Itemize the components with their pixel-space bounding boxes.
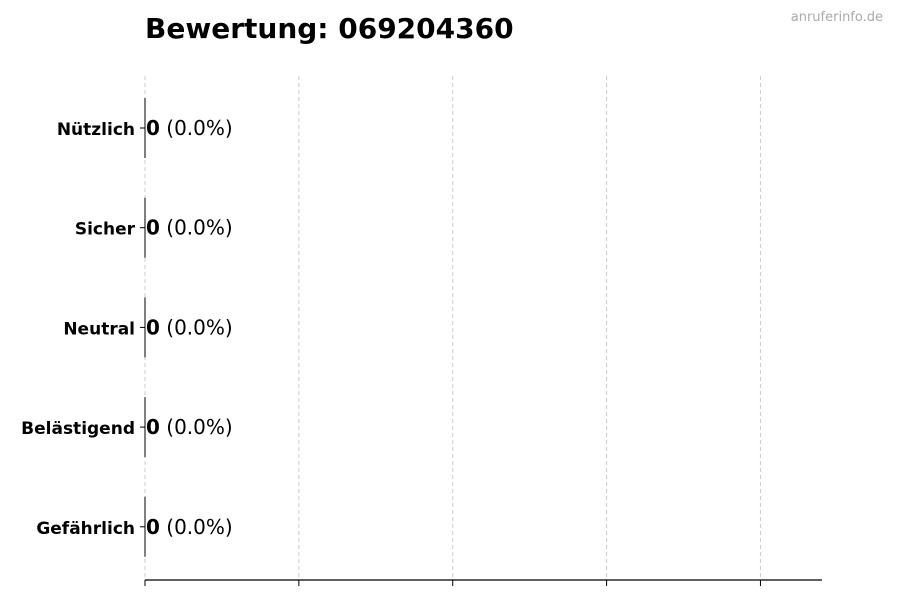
- y-tick-label: Sicher: [75, 220, 136, 240]
- data-label: 0 (0.0%): [146, 315, 233, 339]
- data-label-percent: (0.0%): [160, 415, 233, 439]
- watermark: anruferinfo.de: [790, 10, 883, 25]
- data-label: 0 (0.0%): [146, 515, 233, 539]
- data-label: 0 (0.0%): [146, 116, 233, 140]
- data-label-count: 0: [146, 315, 160, 339]
- data-label-count: 0: [146, 116, 160, 140]
- y-tick-label: Belästigend: [21, 419, 135, 439]
- data-label-percent: (0.0%): [160, 515, 233, 539]
- data-label: 0 (0.0%): [146, 415, 233, 439]
- data-label: 0 (0.0%): [146, 216, 233, 240]
- data-label-count: 0: [146, 415, 160, 439]
- data-label-percent: (0.0%): [160, 315, 233, 339]
- data-label-count: 0: [146, 515, 160, 539]
- data-label-percent: (0.0%): [160, 216, 233, 240]
- data-label-count: 0: [146, 216, 160, 240]
- data-label-percent: (0.0%): [160, 116, 233, 140]
- y-tick-label: Nützlich: [57, 120, 135, 140]
- chart-title: Bewertung: 069204360: [145, 12, 514, 45]
- y-tick-label: Gefährlich: [36, 519, 135, 539]
- y-tick-label: Neutral: [63, 319, 135, 339]
